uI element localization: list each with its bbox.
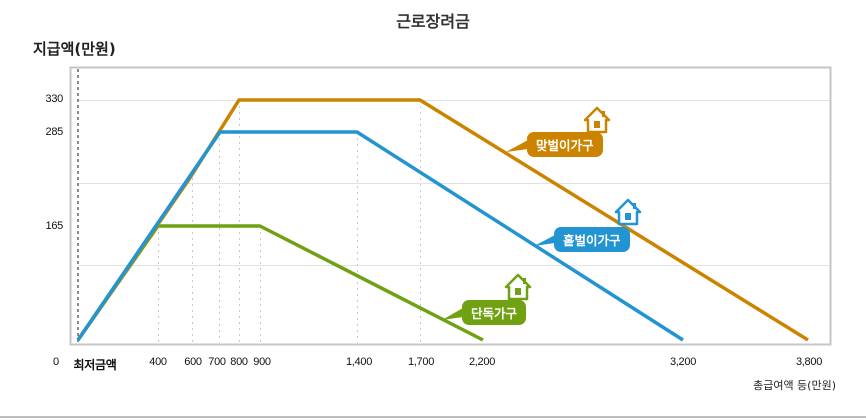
house-icon <box>614 198 642 226</box>
x-tick-900: 900 <box>253 356 271 368</box>
x-tick-600: 600 <box>184 356 202 368</box>
callout-tail-double-income <box>506 140 528 152</box>
y-tick-330: 330 <box>45 93 64 105</box>
x-tick-700: 700 <box>208 356 226 368</box>
x-axis-label: 총급여액 등(만원) <box>753 379 836 392</box>
x-tick-1700: 1,700 <box>407 356 435 368</box>
plot-frame <box>69 66 832 346</box>
horizontal-gridlines <box>78 100 830 266</box>
x-tick-3800: 3,800 <box>795 356 823 368</box>
callout-tail-single-person <box>442 308 463 320</box>
y-tick-165: 165 <box>45 220 64 232</box>
legend-single-person: 단독가구 <box>462 300 527 325</box>
house-icon <box>504 273 532 301</box>
y-axis-label: 지급액(만원) <box>33 40 116 58</box>
y-tick-285: 285 <box>45 126 64 138</box>
x-tick-minimum: 최저금액 <box>73 358 117 372</box>
legend-single-income: 홑벌이가구 <box>554 227 630 252</box>
callout-tail-single-income <box>534 235 555 246</box>
bottom-divider <box>0 416 866 418</box>
vertical-guides <box>158 100 421 343</box>
x-tick-3200: 3,200 <box>669 356 697 368</box>
legend-double-income: 맞벌이가구 <box>527 132 603 157</box>
chart-title: 근로장려금 <box>396 12 470 31</box>
y-tick-0: 0 <box>53 356 59 368</box>
x-tick-800: 800 <box>230 356 248 368</box>
x-tick-2200: 2,200 <box>468 356 496 368</box>
x-tick-1400: 1,400 <box>345 356 373 368</box>
x-tick-400: 400 <box>149 356 167 368</box>
series-line-single-income <box>76 130 684 342</box>
